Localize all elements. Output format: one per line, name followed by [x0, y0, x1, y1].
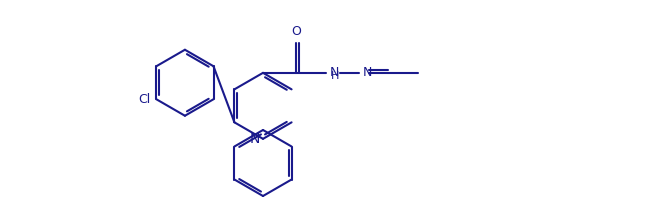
Text: N: N [362, 66, 372, 79]
Text: N: N [329, 66, 339, 79]
Text: Cl: Cl [138, 93, 151, 106]
Text: H: H [331, 71, 339, 81]
Text: O: O [291, 25, 301, 38]
Text: N: N [250, 132, 260, 146]
